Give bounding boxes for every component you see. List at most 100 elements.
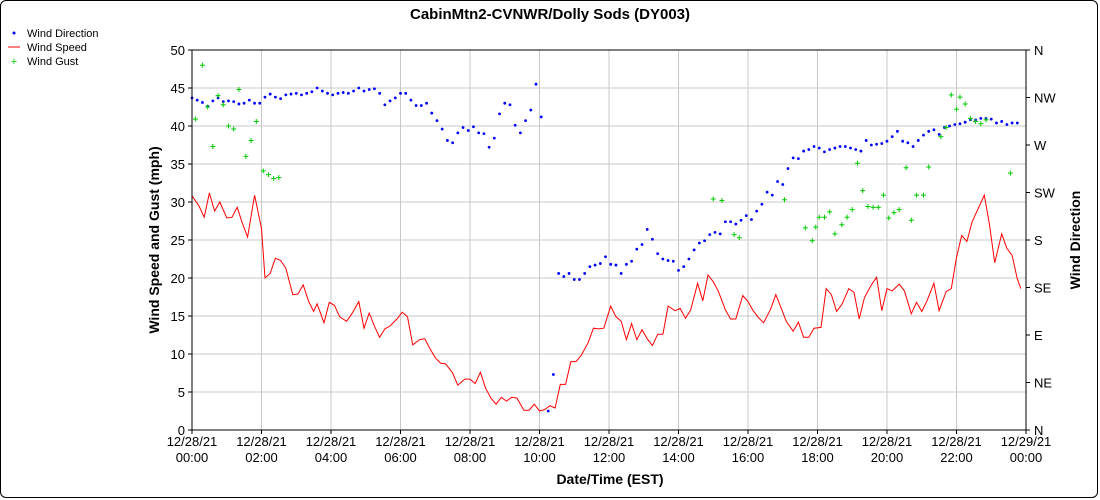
wind-gust-point [243, 153, 249, 159]
wind-direction-point [242, 101, 246, 105]
wind-direction-point [651, 237, 654, 241]
wind-direction-point [901, 139, 905, 143]
x-axis-ticks: 12/28/2100:0012/28/2102:0012/28/2104:001… [167, 430, 1051, 465]
x-tick-date: 12/28/21 [306, 434, 357, 449]
legend-direction-marker [12, 31, 16, 35]
wind-gust-point [220, 102, 226, 108]
y-tick-label: 40 [171, 119, 185, 134]
wind-direction-point [624, 262, 628, 266]
wind-direction-point [833, 146, 837, 150]
wind-direction-point [786, 167, 790, 170]
wind-direction-point [880, 142, 884, 145]
wind-direction-point [253, 101, 256, 105]
wind-direction-point [482, 132, 486, 136]
wind-direction-point [552, 373, 555, 376]
wind-direction-point [227, 99, 230, 103]
wind-direction-point [477, 131, 481, 135]
x-tick-date: 12/28/21 [445, 434, 496, 449]
wind-direction-point [802, 149, 805, 153]
wind-direction-point [331, 93, 335, 97]
wind-direction-point [258, 101, 262, 105]
wind-direction-point [320, 89, 324, 93]
wind-direction-point [823, 150, 826, 154]
wind-direction-point [492, 136, 496, 140]
y2-axis-title: Wind Direction [1067, 191, 1083, 290]
y-tick-label: 10 [171, 347, 185, 362]
x-tick-time: 16:00 [732, 450, 765, 465]
x-tick-time: 00:00 [176, 450, 209, 465]
wind-direction-point [718, 232, 722, 236]
wind-gust-point [865, 204, 871, 210]
wind-direction-point [817, 146, 821, 150]
wind-direction-point [661, 257, 665, 261]
wind-direction-point [305, 91, 309, 95]
wind-direction-point [854, 148, 858, 151]
wind-direction-point [263, 95, 267, 99]
wind-gust-point [849, 207, 855, 213]
wind-gust-point [903, 165, 909, 171]
wind-gust-point [875, 204, 881, 210]
wind-direction-point [414, 104, 418, 107]
wind-direction-point [461, 126, 465, 129]
wind-direction-point [916, 139, 920, 142]
wind-direction-point [1015, 121, 1019, 125]
wind-direction-point [310, 90, 314, 94]
legend: Wind Direction Wind Speed + Wind Gust [8, 28, 99, 68]
x-tick-date: 12/28/21 [584, 434, 635, 449]
wind-direction-point [404, 91, 408, 95]
wind-direction-point [388, 99, 392, 103]
y2-tick-label: NW [1034, 91, 1056, 106]
wind-direction-point [409, 98, 413, 102]
wind-gust-point [719, 197, 725, 203]
wind-gust-point [908, 217, 914, 223]
wind-direction-point [284, 93, 288, 97]
wind-direction-point [734, 222, 738, 226]
wind-direction-point [770, 193, 774, 197]
wind-gust-point [938, 134, 944, 140]
wind-gust-point [260, 168, 266, 174]
wind-direction-point [765, 190, 769, 194]
x-tick-time: 04:00 [315, 450, 348, 465]
wind-direction-point [807, 148, 811, 151]
wind-direction-point [604, 255, 607, 259]
wind-direction-point [373, 87, 376, 91]
wind-direction-point [367, 88, 371, 91]
wind-gust-point [839, 222, 845, 228]
wind-direction-point [336, 91, 340, 95]
wind-direction-point [1005, 123, 1009, 126]
wind-gust-point [225, 123, 231, 129]
wind-direction-point [640, 243, 644, 246]
wind-direction-point [529, 108, 533, 112]
x-tick-time: 14:00 [662, 450, 695, 465]
wind-gust-point [731, 232, 737, 238]
wind-direction-point [362, 89, 366, 93]
chart-title: CabinMtn2-CVNWR/Dolly Sods (DY003) [410, 6, 690, 23]
wind-direction-point [451, 141, 455, 145]
y2-tick-label: N [1034, 423, 1043, 438]
wind-direction-point [300, 93, 303, 97]
y2-tick-label: W [1034, 138, 1047, 153]
x-tick-time: 00:00 [1010, 450, 1043, 465]
wind-direction-point [875, 142, 878, 146]
x-tick-time: 08:00 [454, 450, 487, 465]
wind-direction-point [630, 259, 633, 263]
y-tick-label: 20 [171, 271, 185, 286]
wind-direction-point [326, 91, 329, 95]
x-tick-time: 20:00 [871, 450, 904, 465]
wind-direction-point [557, 272, 561, 275]
y-tick-label: 0 [178, 423, 185, 438]
wind-gust-point [236, 87, 242, 93]
wind-gust-point [816, 214, 822, 220]
series-layer [190, 62, 1022, 413]
wind-gust-point [248, 137, 254, 143]
wind-direction-point [619, 272, 623, 275]
wind-direction-point [995, 121, 998, 125]
wind-direction-point [572, 278, 576, 281]
wind-gust-point [199, 62, 205, 68]
wind-direction-point [1010, 121, 1014, 125]
wind-gust-point [265, 172, 271, 178]
wind-direction-point [890, 135, 894, 139]
wind-direction-point [274, 95, 277, 99]
wind-gust-point [948, 92, 954, 98]
wind-direction-point [446, 139, 449, 142]
